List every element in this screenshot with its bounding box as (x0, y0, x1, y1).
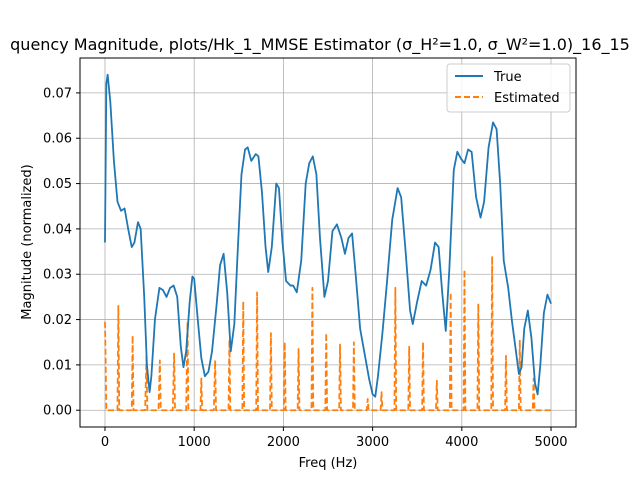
y-tick-label: 0.06 (43, 132, 72, 147)
legend-estimated-label: Estimated (494, 91, 560, 106)
x-tick-label: 0 (101, 435, 109, 450)
axes-frame (79, 57, 577, 428)
y-tick-label: 0.04 (43, 222, 72, 237)
y-ticks: 0.00 0.01 0.02 0.03 0.04 0.05 0.06 0.07 (43, 86, 80, 419)
x-tick-label: 2000 (267, 435, 300, 450)
legend: True Estimated (446, 63, 571, 113)
chart-title: quency Magnitude, plots/Hk_1_MMSE Estima… (10, 35, 630, 55)
y-tick-label: 0.01 (43, 358, 72, 373)
y-tick-label: 0.05 (43, 177, 72, 192)
x-tick-label: 4000 (445, 435, 478, 450)
y-tick-label: 0.03 (43, 268, 72, 283)
series-line-estimated (104, 255, 552, 412)
y-tick-label: 0.00 (43, 404, 72, 419)
x-tick-label: 5000 (534, 435, 567, 450)
y-tick-label: 0.07 (43, 86, 72, 101)
series-line-true (104, 73, 552, 398)
x-axis-label: Freq (Hz) (299, 456, 358, 471)
y-axis-label: Magnitude (normalized) (20, 164, 35, 319)
legend-true-label: True (493, 70, 522, 85)
x-tick-label: 1000 (178, 435, 211, 450)
y-tick-label: 0.02 (43, 313, 72, 328)
series-layer (104, 73, 552, 412)
x-tick-label: 3000 (356, 435, 389, 450)
x-ticks: 0 1000 2000 3000 4000 5000 (101, 427, 568, 450)
